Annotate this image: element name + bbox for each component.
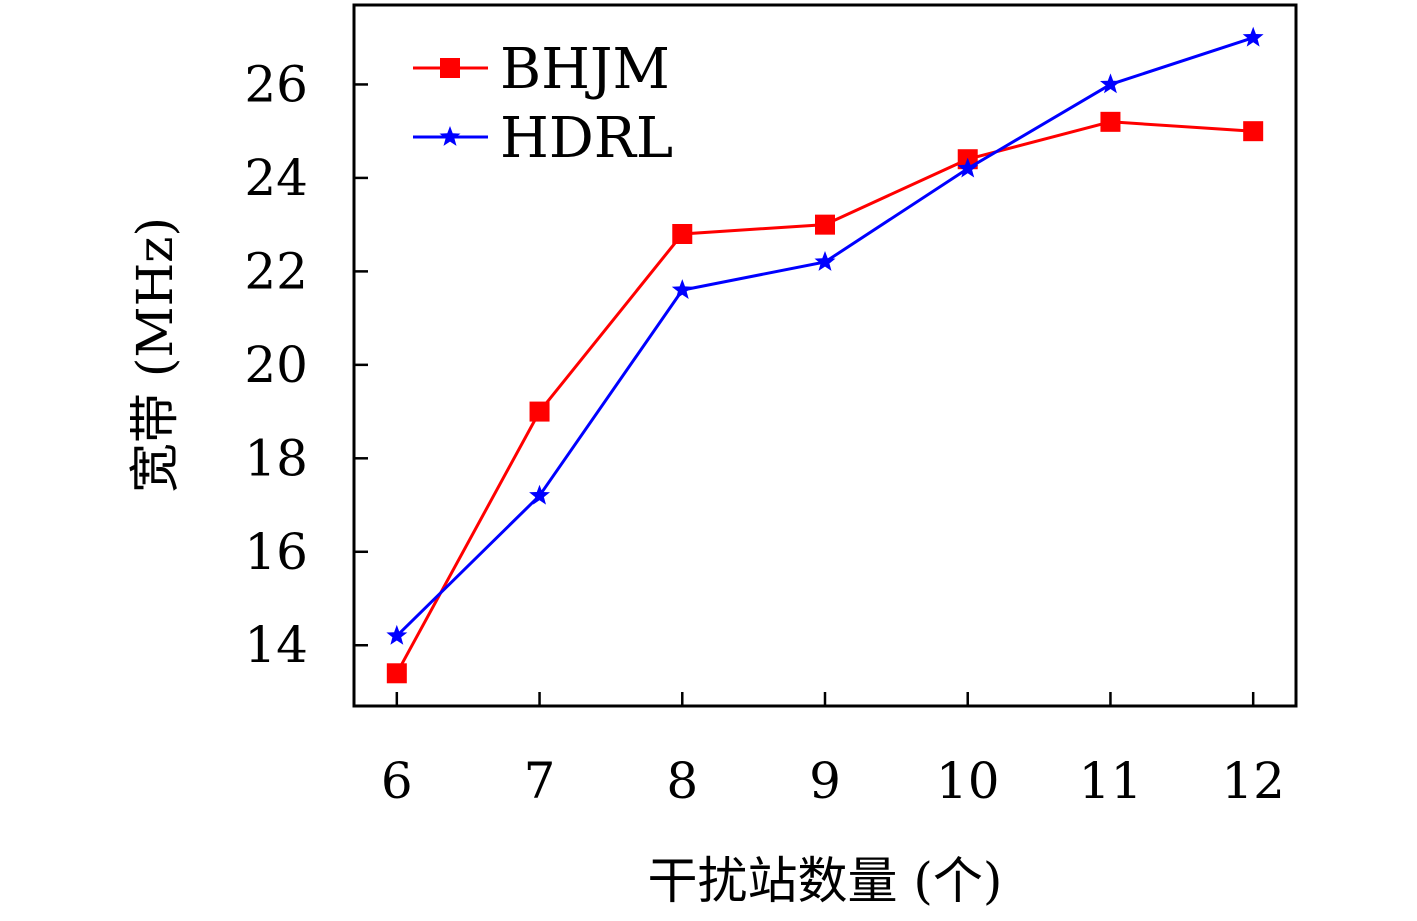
data-point-bhjm (1100, 111, 1121, 132)
x-tick-label: 7 (524, 752, 556, 810)
series-layer (386, 26, 1264, 684)
series-bhjm (386, 111, 1264, 684)
legend-marker-hdrl (439, 126, 461, 146)
y-tick-label: 22 (244, 242, 308, 300)
data-point-bhjm (529, 401, 550, 422)
y-tick-label: 24 (244, 149, 308, 207)
data-point-hdrl (957, 157, 979, 178)
legend-label-hdrl: HDRL (500, 106, 673, 171)
data-point-bhjm (672, 223, 693, 244)
x-axis-title: 干扰站数量 (个) (648, 852, 1003, 910)
y-tick-label: 14 (244, 616, 308, 674)
data-point-hdrl (386, 624, 408, 645)
y-tick-label: 16 (244, 523, 308, 581)
x-tick-label: 8 (666, 752, 698, 810)
data-point-bhjm (815, 214, 835, 235)
series-hdrl (386, 26, 1264, 645)
data-point-hdrl (1100, 73, 1121, 94)
plot-frame (352, 3, 1298, 708)
legend-label-bhjm: BHJM (500, 37, 670, 102)
data-point-hdrl (529, 484, 550, 505)
y-axis-title: 宽带 (MHz) (126, 217, 184, 493)
y-tick-label: 26 (244, 55, 308, 113)
x-tick-label: 6 (381, 752, 413, 810)
data-point-bhjm (386, 663, 407, 684)
x-axis: 6 7 8 9 10 11 12 (381, 692, 1285, 810)
data-point-hdrl (671, 279, 693, 299)
data-point-hdrl (1242, 26, 1264, 47)
x-tick-label: 11 (1079, 752, 1143, 810)
data-point-bhjm (1243, 121, 1264, 142)
y-axis: 14 16 18 20 22 24 26 (244, 55, 368, 674)
series-line-bhjm (395, 120, 1254, 675)
x-tick-label: 10 (936, 752, 1000, 810)
legend-marker-bhjm (440, 58, 460, 78)
y-tick-label: 20 (244, 336, 308, 394)
x-tick-label: 9 (809, 752, 841, 810)
y-tick-label: 18 (244, 429, 308, 487)
data-point-hdrl (814, 251, 836, 271)
x-tick-label: 12 (1221, 752, 1285, 810)
